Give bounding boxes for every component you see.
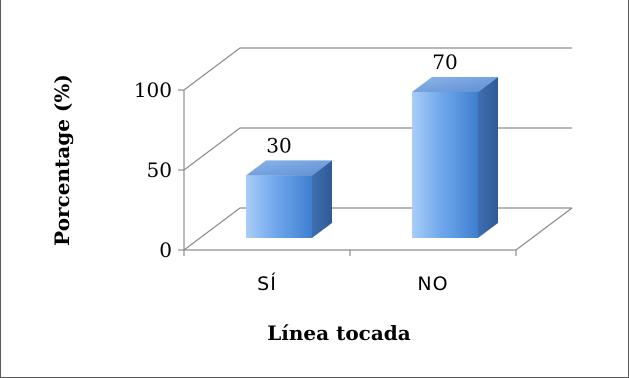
category-label: NO bbox=[417, 273, 448, 295]
category-label: SÍ bbox=[257, 272, 277, 295]
bar-top bbox=[412, 77, 498, 92]
bar-front bbox=[246, 175, 312, 238]
data-label: 70 bbox=[432, 50, 457, 74]
gridline bbox=[183, 47, 572, 91]
bars bbox=[246, 77, 498, 238]
gridline bbox=[183, 127, 572, 171]
y-tick-label: 0 bbox=[159, 238, 172, 262]
y-tick-label: 100 bbox=[134, 78, 172, 102]
gridline bbox=[183, 207, 572, 251]
labels: 0 50 100 30 SÍ 70 NO bbox=[134, 50, 458, 295]
gridlines bbox=[183, 47, 572, 251]
data-label: 30 bbox=[266, 133, 291, 157]
x-axis-title: Línea tocada bbox=[267, 321, 411, 345]
bar-top bbox=[246, 160, 332, 176]
axes bbox=[178, 89, 573, 256]
bar-no bbox=[412, 77, 498, 238]
y-axis-title: Porcentage (%) bbox=[50, 74, 74, 246]
floor-right-edge bbox=[515, 207, 573, 251]
bar-sí bbox=[246, 160, 332, 238]
bar-front bbox=[412, 92, 478, 238]
bar-side bbox=[478, 77, 498, 238]
bar-side bbox=[312, 160, 332, 238]
y-tick-label: 50 bbox=[147, 158, 172, 182]
